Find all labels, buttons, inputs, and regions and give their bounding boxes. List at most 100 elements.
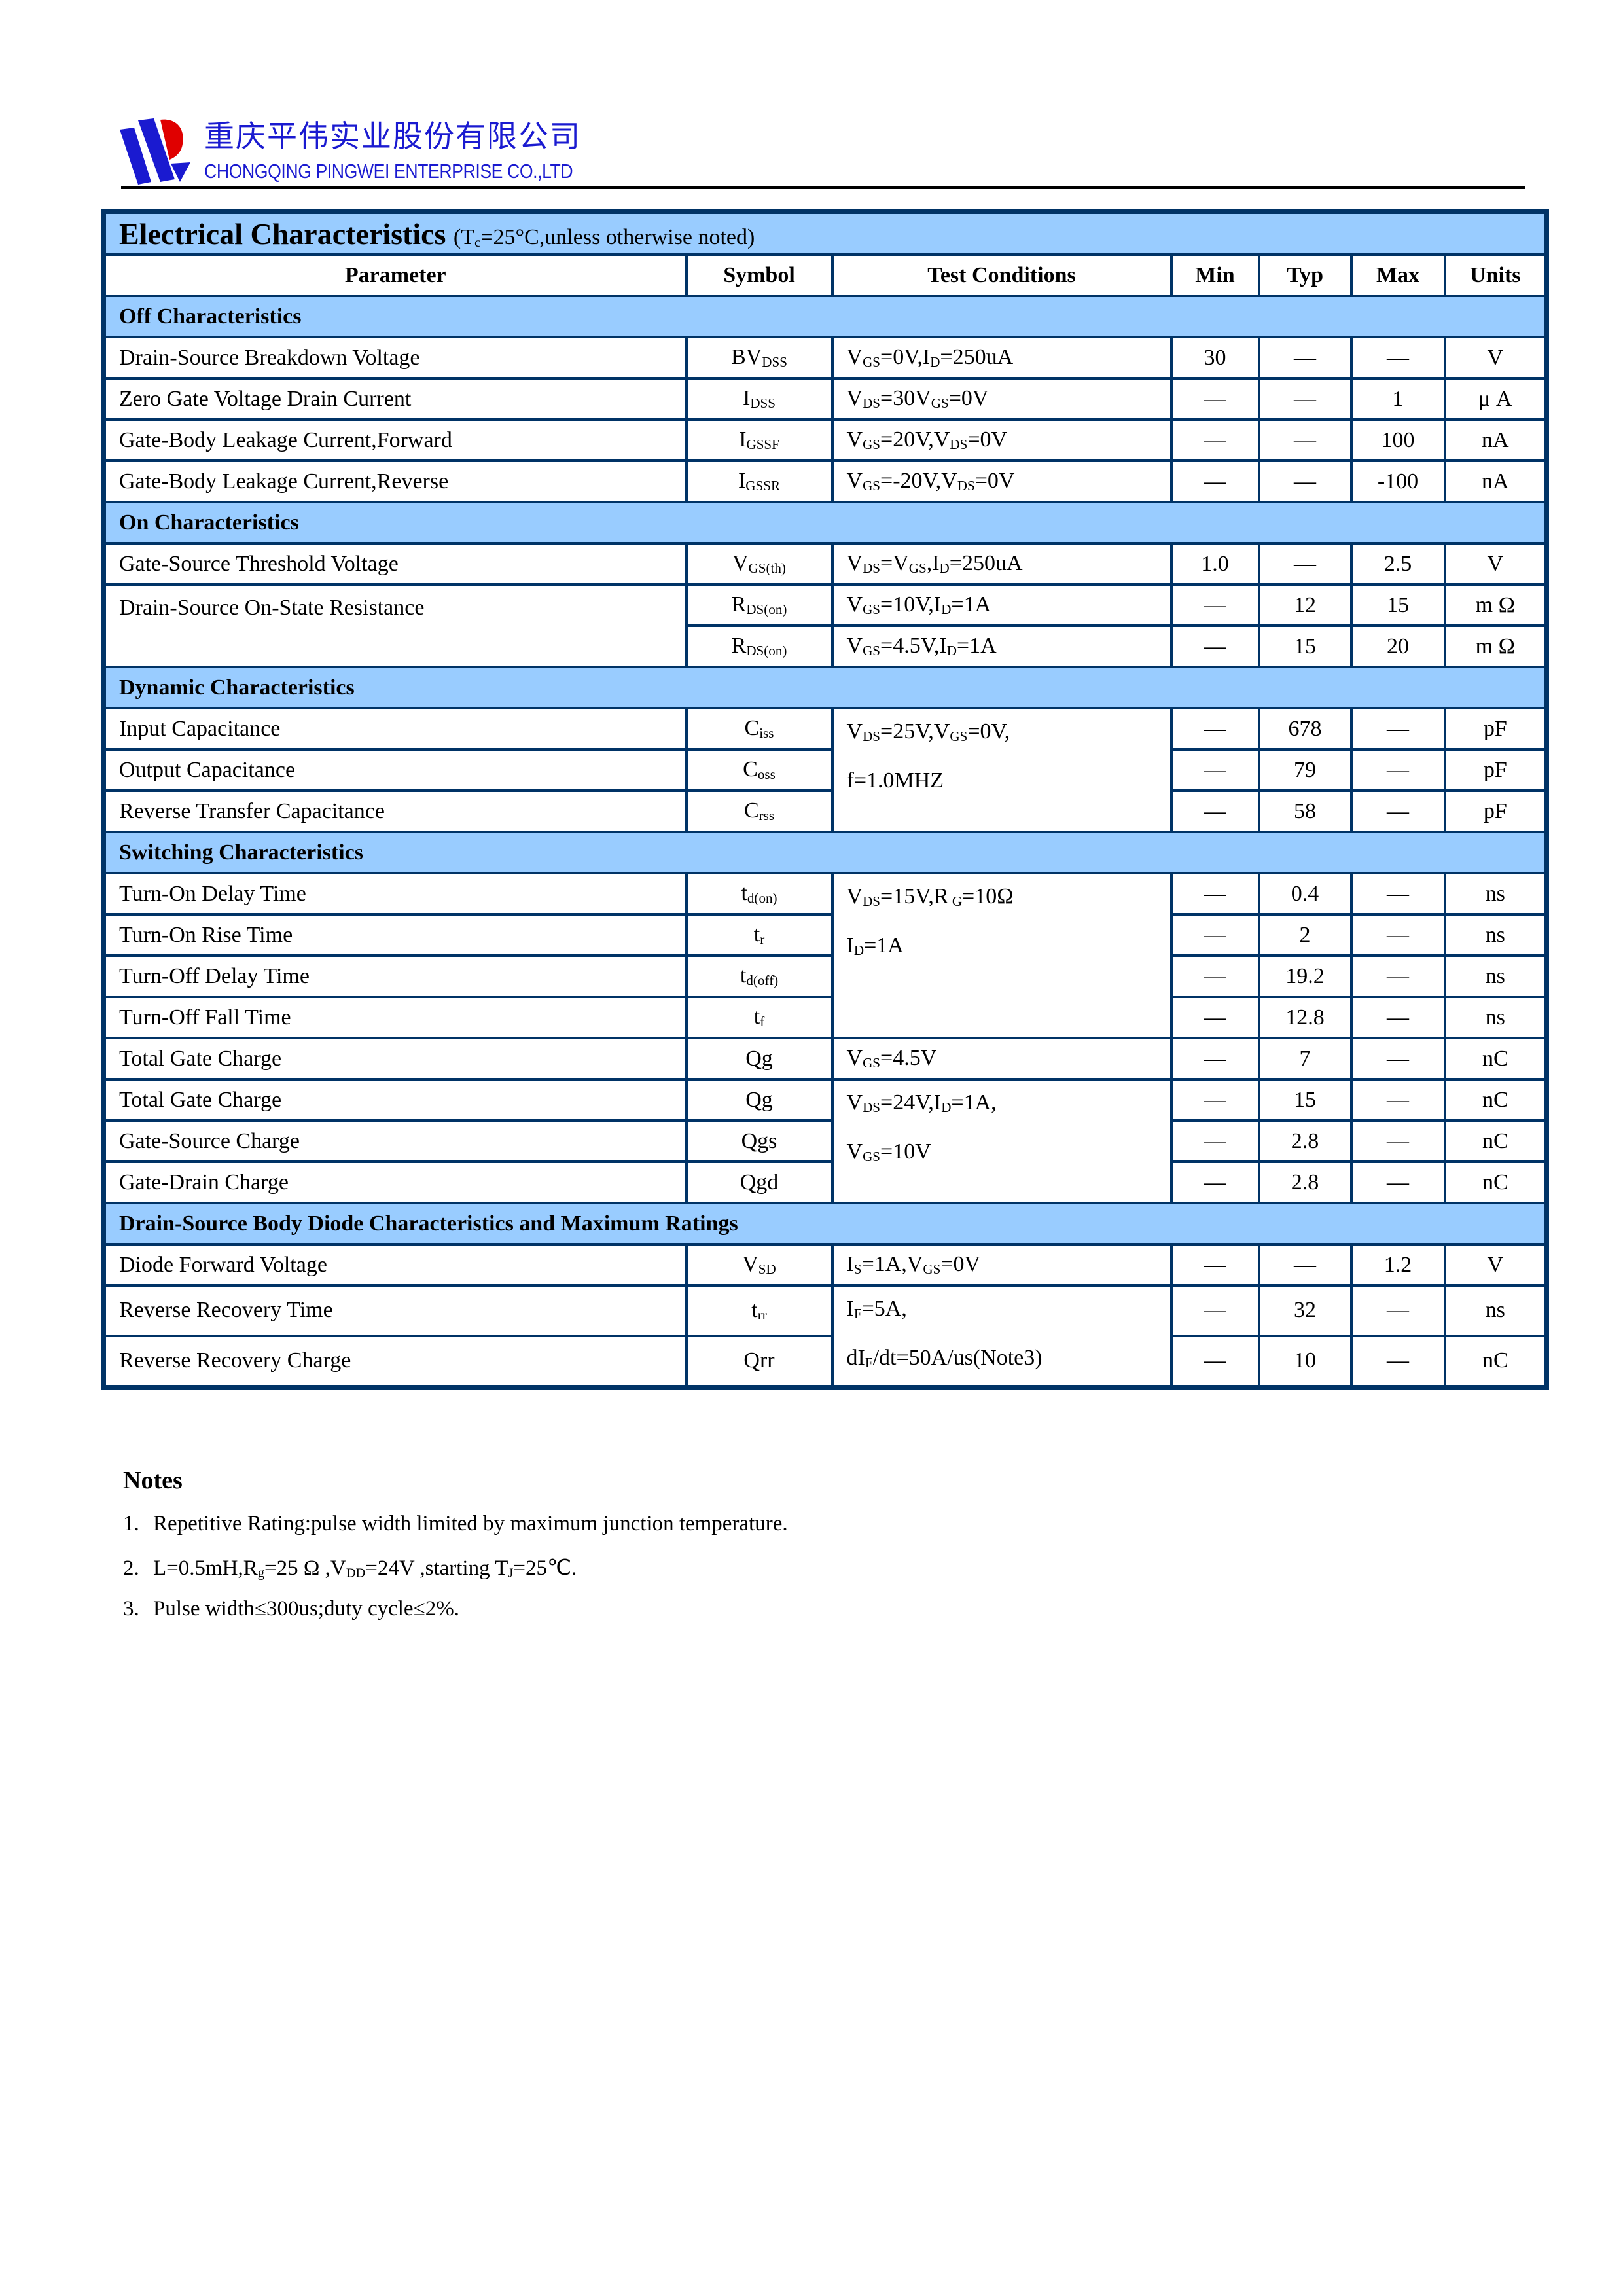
max-cell: — [1349, 1119, 1446, 1163]
company-logo [120, 118, 190, 185]
max-cell: — [1349, 789, 1446, 833]
min-cell: — [1169, 1119, 1260, 1163]
max-cell: — [1349, 913, 1446, 957]
note-item: 2. L=0.5mH,Rg=25 Ω ,VDD=24V ,starting TJ=… [123, 1554, 577, 1581]
parameter-cell: Gate-Drain Charge [102, 1160, 688, 1204]
test-condition-line: VDS=25V,VGS=0V, [846, 719, 1010, 744]
max-cell: 20 [1349, 624, 1446, 668]
table-row: Total Gate Charge Qg VGS=4.5V —7— nC [102, 1037, 1548, 1081]
min-cell: — [1169, 748, 1260, 792]
table-title: Electrical Characteristics (Tc=25°C,unle… [102, 210, 1548, 256]
table-row: Reverse Transfer Capacitance Crss —58— pF [102, 789, 1548, 833]
max-cell: — [1349, 1037, 1446, 1081]
test-condition-line: VGS=10V,ID=1A [846, 592, 991, 617]
symbol-cell: IDSS [685, 377, 834, 421]
symbol-cell: IGSSF [685, 418, 834, 462]
table-row: Output Capacitance Coss —79— pF [102, 748, 1548, 792]
note-text: L=0.5mH,Rg=25 Ω ,VDD=24V ,starting TJ=25… [153, 1556, 577, 1581]
test-conditions-cell: VGS=4.5V,ID=1A [830, 624, 1173, 668]
parameter-cell: Turn-On Delay Time [102, 872, 688, 916]
max-cell: 2.5 [1349, 542, 1446, 586]
test-conditions-cell: VDS=VGS,ID=250uA [830, 542, 1173, 586]
typ-cell: 15 [1257, 1078, 1353, 1122]
test-conditions-cell: IS=1A,VGS=0V [830, 1243, 1173, 1287]
symbol-cell: td(off) [685, 954, 834, 998]
column-header-test-conditions: Test Conditions [830, 253, 1173, 297]
typ-cell: 0.4 [1257, 872, 1353, 916]
symbol-cell: Coss [685, 748, 834, 792]
units-cell: nC [1443, 1160, 1548, 1204]
table-row: Diode Forward Voltage VSD IS=1A,VGS=0V — —1.… [102, 1243, 1548, 1287]
units-cell: ns [1443, 913, 1548, 957]
test-conditions-cell: VDS=30VGS=0V [830, 377, 1173, 421]
parameter-cell: Turn-Off Delay Time [102, 954, 688, 998]
table-row: Gate-Body Leakage Current,Reverse IGSSR VG… [102, 459, 1548, 503]
note-number: 3. [123, 1597, 139, 1621]
min-cell: — [1169, 1243, 1260, 1287]
typ-cell: 58 [1257, 789, 1353, 833]
test-condition-line: VGS=10V [846, 1139, 931, 1164]
min-cell: — [1169, 707, 1260, 751]
parameter-cell: Gate-Source Charge [102, 1119, 688, 1163]
test-conditions-cell: VDS=25V,VGS=0V, f=1.0MHZ [830, 707, 1173, 833]
note-text: Repetitive Rating:pulse width limited by… [153, 1512, 788, 1535]
units-cell: ns [1443, 996, 1548, 1039]
table-row: Gate-Drain Charge Qgd —2.8— nC [102, 1160, 1548, 1204]
typ-cell: — [1257, 377, 1353, 421]
parameter-cell: Drain-Source Breakdown Voltage [102, 336, 688, 380]
column-header-typ: Typ [1257, 253, 1353, 297]
section-header-row: Drain-Source Body Diode Characteristics … [102, 1202, 1548, 1246]
max-cell: — [1349, 707, 1446, 751]
parameter-cell: Reverse Transfer Capacitance [102, 789, 688, 833]
test-conditions-cell: VDS=24V,ID=1A, VGS=10V [830, 1078, 1173, 1204]
header-divider [121, 186, 1525, 189]
parameter-cell: Reverse Recovery Time [102, 1284, 688, 1337]
min-cell: — [1169, 913, 1260, 957]
table-row: Total Gate Charge Qg VDS=24V,ID=1A, VGS=10V… [102, 1078, 1548, 1204]
max-cell: — [1349, 872, 1446, 916]
max-cell: — [1349, 954, 1446, 998]
symbol-cell: Qgd [685, 1160, 834, 1204]
min-cell: 1.0 [1169, 542, 1260, 586]
notes-title: Notes [123, 1467, 183, 1494]
test-conditions-cell: VGS=20V,VDS=0V [830, 418, 1173, 462]
section-title: Switching Characteristics [102, 831, 1548, 874]
symbol-cell: IGSSR [685, 459, 834, 503]
units-cell: nC [1443, 1078, 1548, 1122]
units-cell: V [1443, 336, 1548, 380]
table-title-text: Electrical Characteristics [119, 217, 446, 251]
units-cell: m Ω [1443, 583, 1548, 627]
units-cell: nC [1443, 1037, 1548, 1081]
parameter-cell: Input Capacitance [102, 707, 688, 751]
test-condition-line: VDS=VGS,ID=250uA [846, 551, 1023, 576]
parameter-cell: Reverse Recovery Charge [102, 1334, 688, 1389]
typ-cell: 15 [1257, 624, 1353, 668]
symbol-cell: Qrr [685, 1334, 834, 1389]
typ-cell: 678 [1257, 707, 1353, 751]
units-cell: ns [1443, 1284, 1548, 1337]
symbol-cell: tr [685, 913, 834, 957]
units-cell: ns [1443, 954, 1548, 998]
units-cell: nC [1443, 1334, 1548, 1389]
min-cell: — [1169, 624, 1260, 668]
parameter-cell: Drain-Source On-State Resistance [102, 583, 688, 668]
table-row: Gate-Source Threshold Voltage VGS(th) VDS=… [102, 542, 1548, 586]
typ-cell: 32 [1257, 1284, 1353, 1337]
test-condition-line: IS=1A,VGS=0V [846, 1252, 981, 1277]
column-header-parameter: Parameter [102, 253, 688, 297]
parameter-cell: Gate-Body Leakage Current,Forward [102, 418, 688, 462]
max-cell: 1 [1349, 377, 1446, 421]
section-title: Drain-Source Body Diode Characteristics … [102, 1202, 1548, 1246]
test-condition-line: f=1.0MHZ [846, 768, 944, 793]
symbol-cell: RDS(on) [685, 583, 834, 627]
min-cell: — [1169, 377, 1260, 421]
symbol-cell: BVDSS [685, 336, 834, 380]
typ-cell: 7 [1257, 1037, 1353, 1081]
units-cell: m Ω [1443, 624, 1548, 668]
table-row: Turn-Off Fall Time tf —12.8— ns [102, 996, 1548, 1039]
column-header-min: Min [1169, 253, 1260, 297]
table-row: Drain-Source Breakdown Voltage BVDSS VGS=0… [102, 336, 1548, 380]
symbol-cell: td(on) [685, 872, 834, 916]
test-condition-line: VGS=-20V,VDS=0V [846, 469, 1015, 493]
symbol-cell: trr [685, 1284, 834, 1337]
